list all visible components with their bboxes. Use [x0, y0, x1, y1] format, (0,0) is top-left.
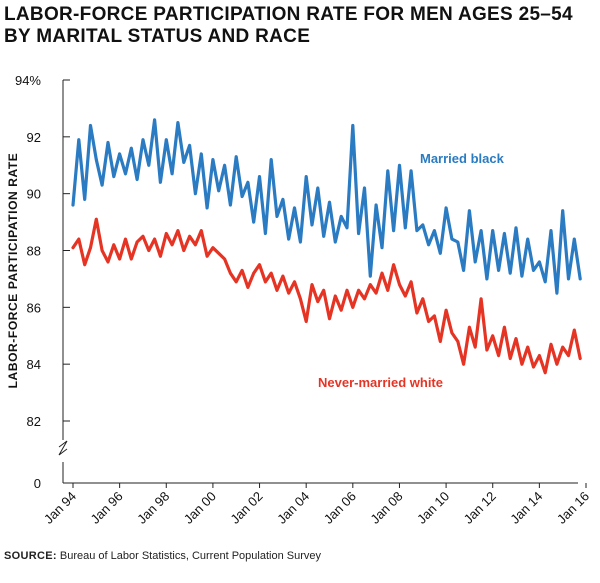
- series-line-married-black: [71, 118, 582, 295]
- x-tick-label: Jan 00: [181, 489, 219, 527]
- x-tick-label: Jan 08: [367, 489, 405, 527]
- chart-title-line-2: BY MARITAL STATUS AND RACE: [4, 26, 311, 47]
- y-axis-label: LABOR-FORCE PARTICIPATION RATE: [6, 153, 20, 389]
- source-note: SOURCE: Bureau of Labor Statistics, Curr…: [4, 550, 321, 562]
- series-labels: Married black Never-married white: [318, 151, 505, 390]
- chart-title-line-1: LABOR-FORCE PARTICIPATION RATE FOR MEN A…: [4, 4, 573, 25]
- x-tick-label: Jan 98: [134, 489, 172, 527]
- y-tick-label: 86: [27, 300, 41, 315]
- y-tick-label: 88: [27, 244, 41, 259]
- x-tick-label: Jan 02: [227, 489, 265, 527]
- y-tick-label: 94%: [15, 73, 41, 88]
- chart-title: LABOR-FORCE PARTICIPATION RATE FOR MEN A…: [4, 4, 594, 48]
- x-tick-label: Jan 16: [554, 489, 592, 527]
- x-tick-label: Jan 04: [274, 489, 312, 527]
- x-tick-label: Jan 12: [461, 489, 499, 527]
- x-tick-label: Jan 06: [321, 489, 359, 527]
- x-tick-label: Jan 96: [88, 489, 126, 527]
- source-label: SOURCE:: [4, 550, 57, 562]
- x-tick-label: Jan 94: [41, 489, 79, 527]
- y-tick-label: 84: [27, 357, 41, 372]
- series-line-never-married-white: [71, 217, 582, 375]
- axis-break-mark: [58, 440, 68, 456]
- series-label-never-married-white: Never-married white: [318, 375, 443, 390]
- y-tick-label: 90: [27, 187, 41, 202]
- x-tick-label: Jan 10: [414, 489, 452, 527]
- y-tick-label-zero: 0: [34, 476, 41, 491]
- x-tick-label: Jan 14: [507, 489, 545, 527]
- series-lines: [71, 118, 582, 375]
- y-tick-label: 92: [27, 130, 41, 145]
- source-text: Bureau of Labor Statistics, Current Popu…: [59, 550, 321, 562]
- y-tick-label: 82: [27, 414, 41, 429]
- series-label-married-black: Married black: [420, 151, 505, 166]
